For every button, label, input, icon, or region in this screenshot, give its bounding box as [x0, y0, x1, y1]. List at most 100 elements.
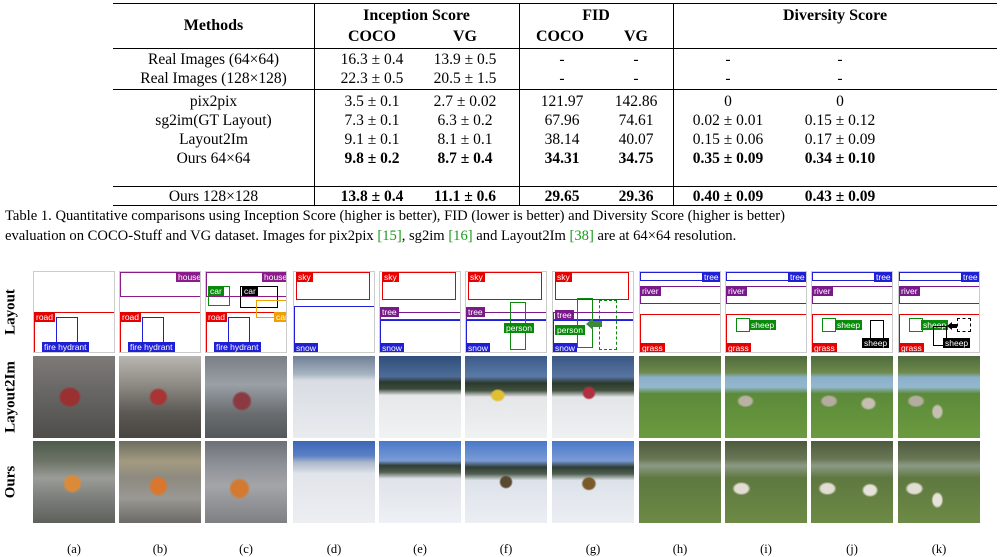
- label-grass: grass: [640, 343, 665, 353]
- layout2im-image-b: [119, 356, 201, 438]
- cell-is-vg: 8.1 ± 0.1: [437, 131, 493, 148]
- subheader-vg: VG: [624, 28, 648, 45]
- cell-div-vg: 0.34 ± 0.10: [804, 150, 876, 167]
- ours-image-k: [898, 441, 980, 523]
- cell-is-coco: 16.3 ± 0.4: [340, 51, 404, 68]
- cell-is-coco: 9.1 ± 0.1: [344, 131, 400, 148]
- row-method: Ours 128×128: [168, 188, 259, 205]
- row-label-text: Layout2Im: [2, 361, 19, 433]
- label-fire-hydrant: fire hydrant: [128, 342, 175, 352]
- column-label: (b): [152, 542, 168, 556]
- cell-is-vg: 11.1 ± 0.6: [434, 188, 496, 205]
- cell-is-coco: 3.5 ± 0.1: [344, 93, 400, 110]
- label-sky: sky: [468, 272, 485, 282]
- layout-panel-f: sky tree snow person: [465, 271, 547, 353]
- layout2im-image-k: [898, 356, 980, 438]
- layout2im-image-a: [33, 356, 115, 438]
- cell-div-coco: 0.40 ± 0.09: [692, 188, 764, 205]
- ours-image-c: [205, 441, 287, 523]
- cell-fid-vg: 40.07: [618, 131, 654, 148]
- label-tree: tree: [380, 307, 399, 317]
- layout2im-image-i: [725, 356, 807, 438]
- cell-div-coco: -: [725, 51, 731, 68]
- caption-text: are at 64×64 resolution.: [593, 228, 737, 244]
- table-caption: Table 1. Quantitative comparisons using …: [5, 206, 999, 246]
- bbox-tree: [812, 272, 892, 281]
- layout-panel-h: tree river grass: [639, 271, 721, 353]
- cell-fid-coco: 38.14: [544, 131, 580, 148]
- label-grass: grass: [812, 343, 837, 353]
- column-label: (i): [760, 542, 772, 556]
- ours-image-a: [33, 441, 115, 523]
- label-snow: snow: [553, 343, 577, 353]
- label-tree: tree: [961, 272, 979, 282]
- table-header-rule: [113, 48, 997, 49]
- layout-panel-j: tree river grass sheep sheep: [811, 271, 893, 353]
- row-method: Real Images (64×64): [148, 51, 279, 68]
- caption-text: and Layout2Im: [472, 228, 570, 244]
- cell-fid-vg: -: [633, 70, 639, 87]
- bbox-sheep-original: [957, 318, 971, 332]
- layout2im-image-c: [205, 356, 287, 438]
- label-snow: snow: [294, 343, 318, 353]
- citation-link[interactable]: [38]: [569, 228, 594, 244]
- bbox-sky: [382, 272, 456, 300]
- layout2im-image-d: [293, 356, 375, 438]
- bbox-sheep: [822, 318, 836, 332]
- label-snow: snow: [380, 343, 404, 353]
- ours-image-j: [811, 441, 893, 523]
- label-road: road: [206, 312, 228, 322]
- subheader-coco: COCO: [348, 28, 396, 45]
- caption-text: , sg2im: [401, 228, 449, 244]
- label-river: river: [640, 286, 661, 296]
- table-top-rule: [113, 3, 997, 4]
- bbox-snow: [380, 320, 460, 352]
- caption-text: evaluation on COCO-Stuff and VG dataset.…: [5, 228, 378, 244]
- citation-link[interactable]: [16]: [448, 228, 473, 244]
- bbox-sheep: [736, 318, 750, 332]
- cell-fid-vg: 29.36: [618, 188, 654, 205]
- row-method: Layout2Im: [179, 131, 248, 148]
- layout2im-image-e: [379, 356, 461, 438]
- arrow-left-icon: [586, 318, 602, 330]
- layout2im-image-g: [552, 356, 634, 438]
- caption-line-2: evaluation on COCO-Stuff and VG dataset.…: [5, 226, 999, 246]
- label-sky: sky: [296, 272, 313, 282]
- bbox-grass: [899, 314, 979, 352]
- layout-panel-c: house road car car car fire hydrant: [205, 271, 287, 353]
- row-label-text: Layout: [2, 289, 19, 335]
- layout-panel-i: tree river grass sheep: [725, 271, 807, 353]
- label-tree: tree: [874, 272, 892, 282]
- ours-image-i: [725, 441, 807, 523]
- results-table: Methods Inception Score FID Diversity Sc…: [0, 0, 1002, 206]
- cell-div-vg: 0: [836, 93, 844, 110]
- cell-fid-coco: 67.96: [544, 112, 580, 129]
- layout-panel-d: sky snow: [293, 271, 375, 353]
- label-sheep: sheep: [921, 320, 949, 330]
- header-diversity: Diversity Score: [782, 7, 888, 24]
- cell-div-coco: -: [725, 70, 731, 87]
- column-label: (e): [413, 542, 427, 556]
- label-fire-hydrant: fire hydrant: [42, 342, 89, 352]
- bbox-grass: [812, 314, 892, 352]
- label-river: river: [726, 286, 747, 296]
- label-sky: sky: [555, 272, 572, 282]
- citation-link[interactable]: [15]: [377, 228, 402, 244]
- cell-is-vg: 8.7 ± 0.4: [437, 150, 493, 167]
- label-tree: tree: [702, 272, 720, 282]
- cell-fid-coco: 29.65: [544, 188, 580, 205]
- bbox-sheep: [933, 326, 947, 346]
- cell-is-vg: 6.3 ± 0.2: [437, 112, 493, 129]
- label-house: house: [262, 272, 286, 282]
- column-label: (d): [326, 542, 342, 556]
- label-sheep: sheep: [749, 320, 777, 330]
- cell-fid-coco: -: [559, 70, 565, 87]
- bbox-car: [256, 300, 286, 318]
- label-tree: tree: [466, 307, 485, 317]
- ours-image-g: [552, 441, 634, 523]
- label-sheep: sheep: [862, 338, 890, 348]
- bbox-sheep: [870, 320, 884, 340]
- layout2im-image-f: [465, 356, 547, 438]
- column-label: (g): [585, 542, 601, 556]
- arrow-left-icon: [947, 322, 957, 330]
